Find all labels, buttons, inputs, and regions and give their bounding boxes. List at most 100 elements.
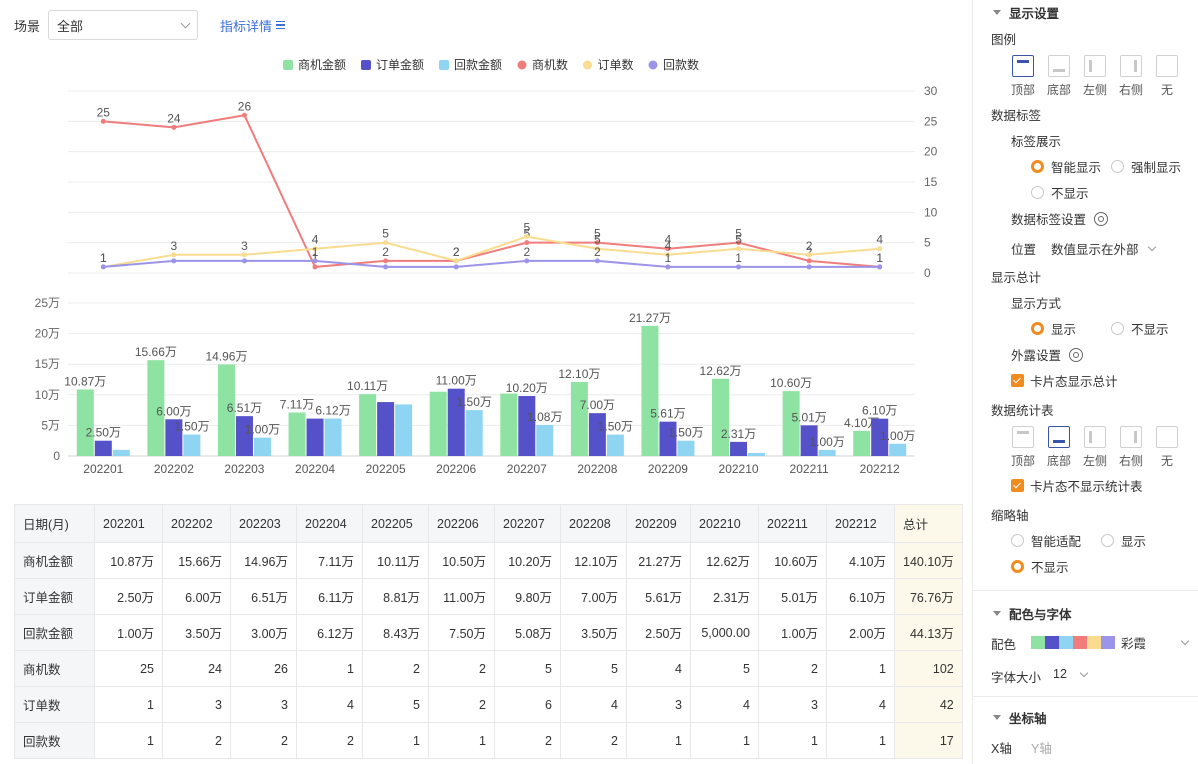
scene-label: 场景 xyxy=(14,18,41,34)
line-data-label: 5 xyxy=(523,227,530,241)
table-cell: 5.61万 xyxy=(626,578,691,615)
card-hide-stats-checkbox[interactable]: 卡片态不显示统计表 xyxy=(1011,476,1143,495)
table-cell: 3.50万 xyxy=(162,614,231,651)
bar-data-label: 12.62万 xyxy=(700,364,742,378)
line-point xyxy=(171,252,177,258)
label-force-text: 强制显示 xyxy=(1131,161,1182,175)
layout-option[interactable]: 顶部 xyxy=(1005,55,1041,98)
table-row-header: 订单金额 xyxy=(14,578,95,615)
layout-option[interactable]: 左侧 xyxy=(1077,426,1113,469)
show-on-text: 显示 xyxy=(1051,323,1077,337)
layout-option[interactable]: 底部 xyxy=(1041,426,1077,469)
layout-option[interactable]: 顶部 xyxy=(1005,426,1041,469)
bar-y-tick: 20万 xyxy=(35,327,60,341)
layout-option[interactable]: 无 xyxy=(1149,55,1185,98)
label-force-radio[interactable]: 强制显示 xyxy=(1111,157,1181,176)
chevron-down-icon xyxy=(1079,668,1089,677)
bar-回款金额 xyxy=(818,449,836,456)
table-cell: 8.43万 xyxy=(362,614,429,651)
table-cell: 102 xyxy=(894,650,963,687)
gear-icon[interactable] xyxy=(1094,211,1109,226)
table-cell: 4 xyxy=(690,686,759,723)
table-header-cell: 日期(月) xyxy=(14,504,95,543)
layout-option[interactable]: 左侧 xyxy=(1077,55,1113,98)
radio-icon xyxy=(1101,534,1114,547)
line-point xyxy=(524,258,530,264)
legend-swatch xyxy=(361,60,371,70)
layout-option[interactable]: 无 xyxy=(1149,426,1185,469)
layout-option[interactable]: 右侧 xyxy=(1113,426,1149,469)
bar-data-label: 6.00万 xyxy=(156,404,191,418)
palette-swatches xyxy=(1031,636,1115,649)
table-cell: 4 xyxy=(626,650,691,687)
line-point xyxy=(241,112,247,118)
line-y-tick: 5 xyxy=(924,236,931,250)
label-smart-radio[interactable]: 智能显示 xyxy=(1031,157,1101,176)
axis-section-title[interactable]: 坐标轴 xyxy=(993,708,1047,727)
bar-data-label: 1.50万 xyxy=(457,395,492,409)
table-cell: 3 xyxy=(758,686,827,723)
stats-table: 日期(月) 202201 202202 202203 202204 202205 20220… xyxy=(14,504,963,759)
zoom-none-radio[interactable]: 不显示 xyxy=(1011,557,1069,576)
zoom-axis-title: 缩略轴 xyxy=(991,509,1029,523)
bar-商机金额 xyxy=(359,394,377,456)
line-data-label: 5 xyxy=(594,227,601,241)
line-data-label: 2 xyxy=(382,245,389,259)
font-size-select[interactable]: 12 xyxy=(1053,667,1089,681)
zoom-smart-radio[interactable]: 智能适配 xyxy=(1011,531,1081,550)
palette-select[interactable]: 彩霞 xyxy=(1031,633,1190,652)
line-point xyxy=(594,246,600,252)
bar-商机金额 xyxy=(147,360,165,456)
table-header-cell: 202203 xyxy=(230,504,297,543)
table-cell: 21.27万 xyxy=(626,542,691,579)
scene-select[interactable]: 全部 xyxy=(48,10,199,40)
x-axis-tab[interactable]: X轴 xyxy=(991,742,1012,756)
table-cell: 2.50万 xyxy=(626,614,691,651)
table-cell: 5.01万 xyxy=(758,578,827,615)
line-y-tick: 20 xyxy=(924,145,938,159)
position-select[interactable]: 数值显示在外部 xyxy=(1051,239,1156,258)
table-cell: 6.51万 xyxy=(230,578,297,615)
palette-swatch xyxy=(1073,636,1087,649)
line-data-label: 5 xyxy=(523,221,530,235)
line-data-label: 1 xyxy=(735,251,742,265)
metric-detail-link[interactable]: 指标详情 xyxy=(220,16,286,35)
layout-option[interactable]: 右侧 xyxy=(1113,55,1149,98)
outer-settings[interactable]: 外露设置 xyxy=(1011,345,1084,364)
palette-swatch xyxy=(1059,636,1073,649)
line-point xyxy=(312,246,318,252)
legend-swatch xyxy=(283,60,293,70)
line-data-label: 2 xyxy=(523,245,530,259)
label-none-radio[interactable]: 不显示 xyxy=(1031,183,1089,202)
line-point xyxy=(665,252,671,258)
settings-panel: 显示设置 图例 顶部 底部 左侧 右侧无 数据标签 标签展示 智能显示 强制显示 不显… xyxy=(972,0,1198,764)
gear-icon[interactable] xyxy=(1069,347,1084,362)
table-header-cell: 202206 xyxy=(428,504,495,543)
legend-label: 图例 xyxy=(991,33,1017,47)
zoom-none-text: 不显示 xyxy=(1031,561,1069,575)
checkbox-icon xyxy=(1011,479,1024,492)
show-off-radio[interactable]: 不显示 xyxy=(1111,319,1169,338)
position-label: 位置 xyxy=(1011,243,1037,257)
card-show-total-text: 卡片态显示总计 xyxy=(1030,375,1118,389)
data-label-settings[interactable]: 数据标签设置 xyxy=(1011,209,1109,228)
display-settings-title[interactable]: 显示设置 xyxy=(993,3,1059,22)
zoom-show-radio[interactable]: 显示 xyxy=(1101,531,1146,550)
layout-option[interactable]: 底部 xyxy=(1041,55,1077,98)
bar-订单金额 xyxy=(94,440,112,456)
label-display-title: 标签展示 xyxy=(1011,135,1062,149)
table-cell: 1 xyxy=(626,722,691,759)
line-point xyxy=(806,258,812,264)
y-axis-tab[interactable]: Y轴 xyxy=(1031,742,1052,756)
show-on-radio[interactable]: 显示 xyxy=(1031,319,1076,338)
bar-商机金额 xyxy=(288,412,306,456)
layout-option-label: 顶部 xyxy=(1010,454,1035,468)
data-stats-title: 数据统计表 xyxy=(991,404,1054,418)
legend-item: 商机金额 xyxy=(298,57,346,72)
x-tick-label: 202206 xyxy=(436,462,476,476)
color-font-title[interactable]: 配色与字体 xyxy=(993,604,1072,623)
bar-商机金额 xyxy=(76,389,94,456)
line-data-label: 5 xyxy=(735,233,742,247)
card-show-total-checkbox[interactable]: 卡片态显示总计 xyxy=(1011,371,1118,390)
